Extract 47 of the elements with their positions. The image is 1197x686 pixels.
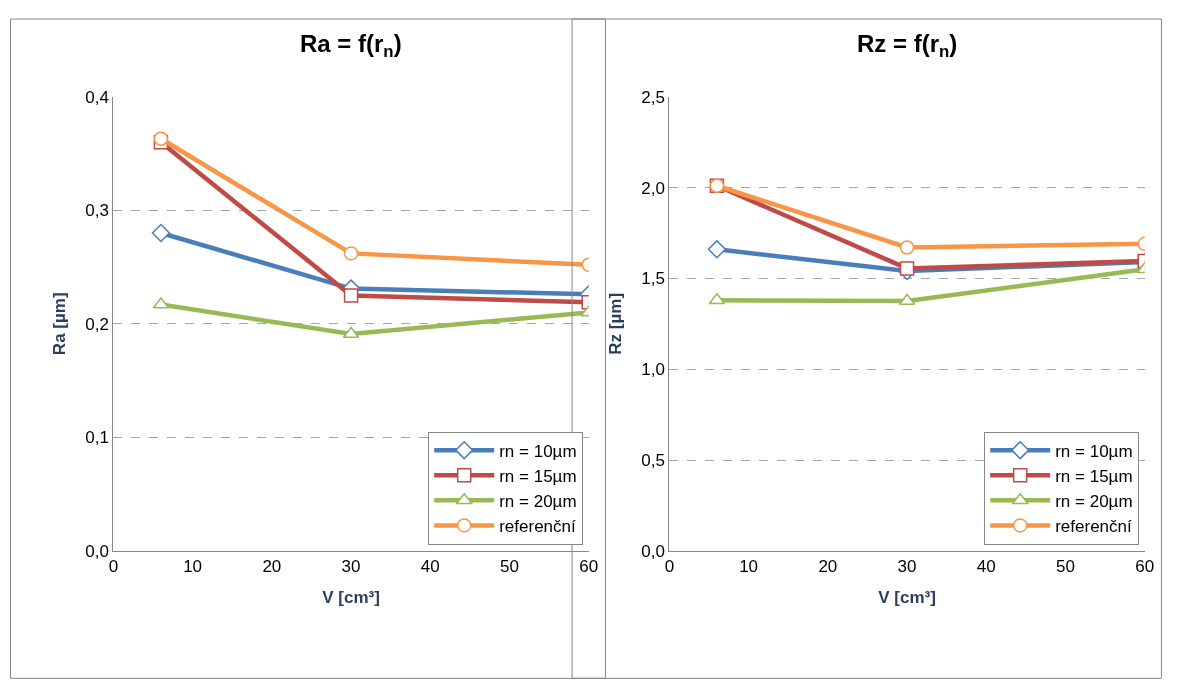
x-axis-title: V [cm³] (878, 587, 936, 607)
y-tick-label: 1,5 (641, 269, 665, 289)
point (707, 240, 727, 259)
x-tick-label: 20 (818, 557, 838, 577)
legend-label: rn = 10µm (499, 441, 577, 461)
x-tick-label: 50 (1056, 557, 1075, 577)
x-tick-label: 0 (108, 557, 119, 577)
y-tick-label: 0,5 (641, 450, 665, 470)
y-tick-label: 0,4 (85, 87, 109, 107)
y-axis-title: Rz [µm] (605, 292, 625, 355)
x-tick-label: 30 (897, 557, 917, 577)
x-tick-label: 50 (500, 557, 519, 577)
chart-title: Rz = f(r$_{n}$) (857, 30, 958, 62)
x-tick-label: 0 (664, 557, 675, 577)
y-tick-label: 0,3 (85, 201, 109, 221)
y-tick-label: 0,1 (85, 428, 109, 448)
legend-label: rn = 10µm (1055, 441, 1133, 461)
x-axis-title: V [cm³] (322, 587, 380, 607)
point (153, 131, 169, 146)
y-tick-label: 0,0 (641, 541, 665, 561)
y-tick-label: 2,5 (641, 87, 665, 107)
point (898, 293, 916, 306)
x-tick-label: 60 (579, 557, 599, 577)
legend-label: rn = 20µm (1055, 491, 1133, 511)
point (708, 292, 726, 305)
x-tick-label: 30 (341, 557, 361, 577)
y-tick-label: 0,0 (85, 541, 109, 561)
y-axis-title: Ra [µm] (49, 292, 69, 356)
x-tick-label: 10 (183, 557, 203, 577)
chart-title: Ra = f(r$_{n}$) (300, 30, 402, 62)
x-tick-label: 40 (976, 557, 996, 577)
point (343, 246, 359, 261)
x-tick-label: 40 (420, 557, 440, 577)
legend-label: rn = 15µm (499, 466, 577, 486)
legend-label: rn = 15µm (1055, 466, 1133, 486)
x-tick-label: 60 (1135, 557, 1155, 577)
point (899, 261, 915, 276)
point (343, 288, 359, 303)
y-tick-label: 2,0 (641, 178, 665, 198)
x-tick-label: 10 (739, 557, 759, 577)
legend-label: referenční (1055, 517, 1133, 537)
y-tick-label: 1,0 (641, 360, 665, 380)
point (151, 223, 171, 243)
legend-label: referenční (499, 517, 577, 537)
y-tick-label: 0,2 (85, 314, 109, 334)
x-tick-label: 20 (262, 557, 282, 577)
legend-label: rn = 20µm (499, 491, 577, 511)
